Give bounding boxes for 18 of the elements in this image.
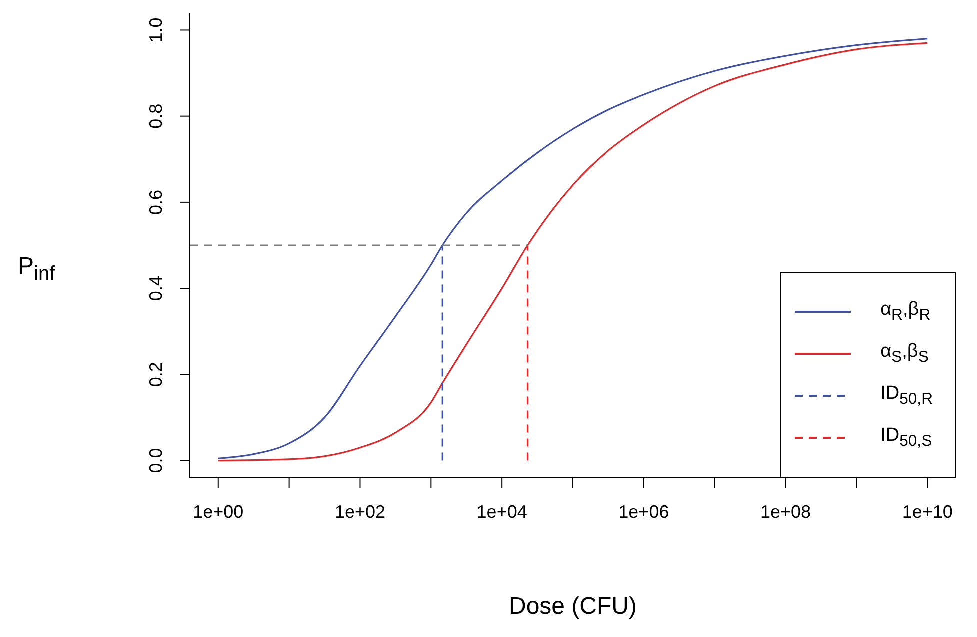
x-tick-label: 1e+02 <box>334 502 386 522</box>
y-tick-label: 0.6 <box>146 190 166 215</box>
y-axis-title: P$_{inf}$ <box>18 253 56 286</box>
y-tick-label: 0.2 <box>146 362 166 388</box>
legend-label: ID$_{50,R}$ <box>880 383 933 409</box>
x-tick-label: 1e+10 <box>902 502 953 522</box>
legend-label: ID$_{50,S}$ <box>880 425 932 451</box>
legend-label: α$_{R}$,β$_{R}$ <box>880 299 931 325</box>
x-tick-label: 1e+08 <box>760 502 812 522</box>
y-tick-label: 0.0 <box>146 448 166 474</box>
x-tick-label: 1e+04 <box>476 502 528 522</box>
x-tick-label: 1e+00 <box>193 502 244 522</box>
x-axis-title: Dose (CFU) <box>508 593 638 621</box>
x-tick-label: 1e+06 <box>618 502 670 522</box>
legend-label: α$_{S}$,β$_{S}$ <box>880 341 929 367</box>
y-tick-label: 0.4 <box>146 276 166 302</box>
y-tick-label: 0.8 <box>146 104 166 129</box>
y-tick-label: 1.0 <box>146 18 166 43</box>
